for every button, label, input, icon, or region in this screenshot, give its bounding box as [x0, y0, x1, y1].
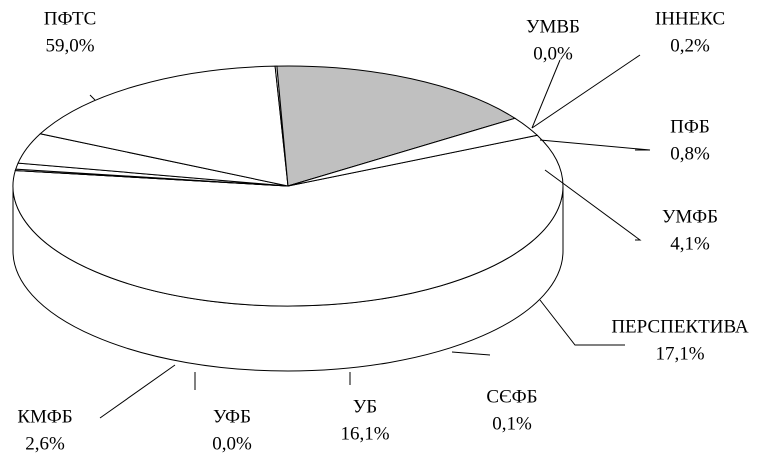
slice-value: 0,8% [670, 143, 710, 164]
slice-value: 4,1% [670, 233, 710, 254]
pie-slice [39, 65, 289, 187]
slice-value: 0,2% [670, 35, 710, 56]
slice-label: УФБ [213, 406, 251, 427]
slice-label: ІННЕКС [655, 8, 725, 29]
slice-label: УБ [353, 396, 377, 417]
slice-label: ПЕРСПЕКТИВА [611, 316, 749, 337]
slice-label: ПФБ [670, 116, 710, 137]
leader-line [99, 364, 176, 419]
slice-value: 59,0% [45, 35, 94, 56]
slice-label: УМФБ [662, 206, 718, 227]
slice-value: 16,1% [340, 423, 389, 444]
slice-value: 2,6% [25, 433, 65, 454]
leader-line [539, 139, 651, 151]
leader-line [539, 299, 625, 346]
slice-label: УМВБ [526, 16, 580, 37]
slice-value: 0,0% [533, 43, 573, 64]
pie-slice [12, 134, 564, 307]
slice-value: 17,1% [655, 343, 704, 364]
slice-label: ПФТС [44, 8, 97, 29]
pie-slice [276, 65, 517, 187]
leader-line [531, 54, 641, 129]
pie-slice [287, 117, 539, 187]
leader-line [531, 59, 561, 129]
slice-label: КМФБ [17, 406, 72, 427]
slice-value: 0,0% [212, 433, 252, 454]
slice-value: 0,1% [492, 413, 532, 434]
leader-line [544, 169, 642, 241]
slice-label: СЄФБ [486, 386, 537, 407]
leader-line [451, 351, 491, 356]
leader-line [89, 94, 96, 101]
